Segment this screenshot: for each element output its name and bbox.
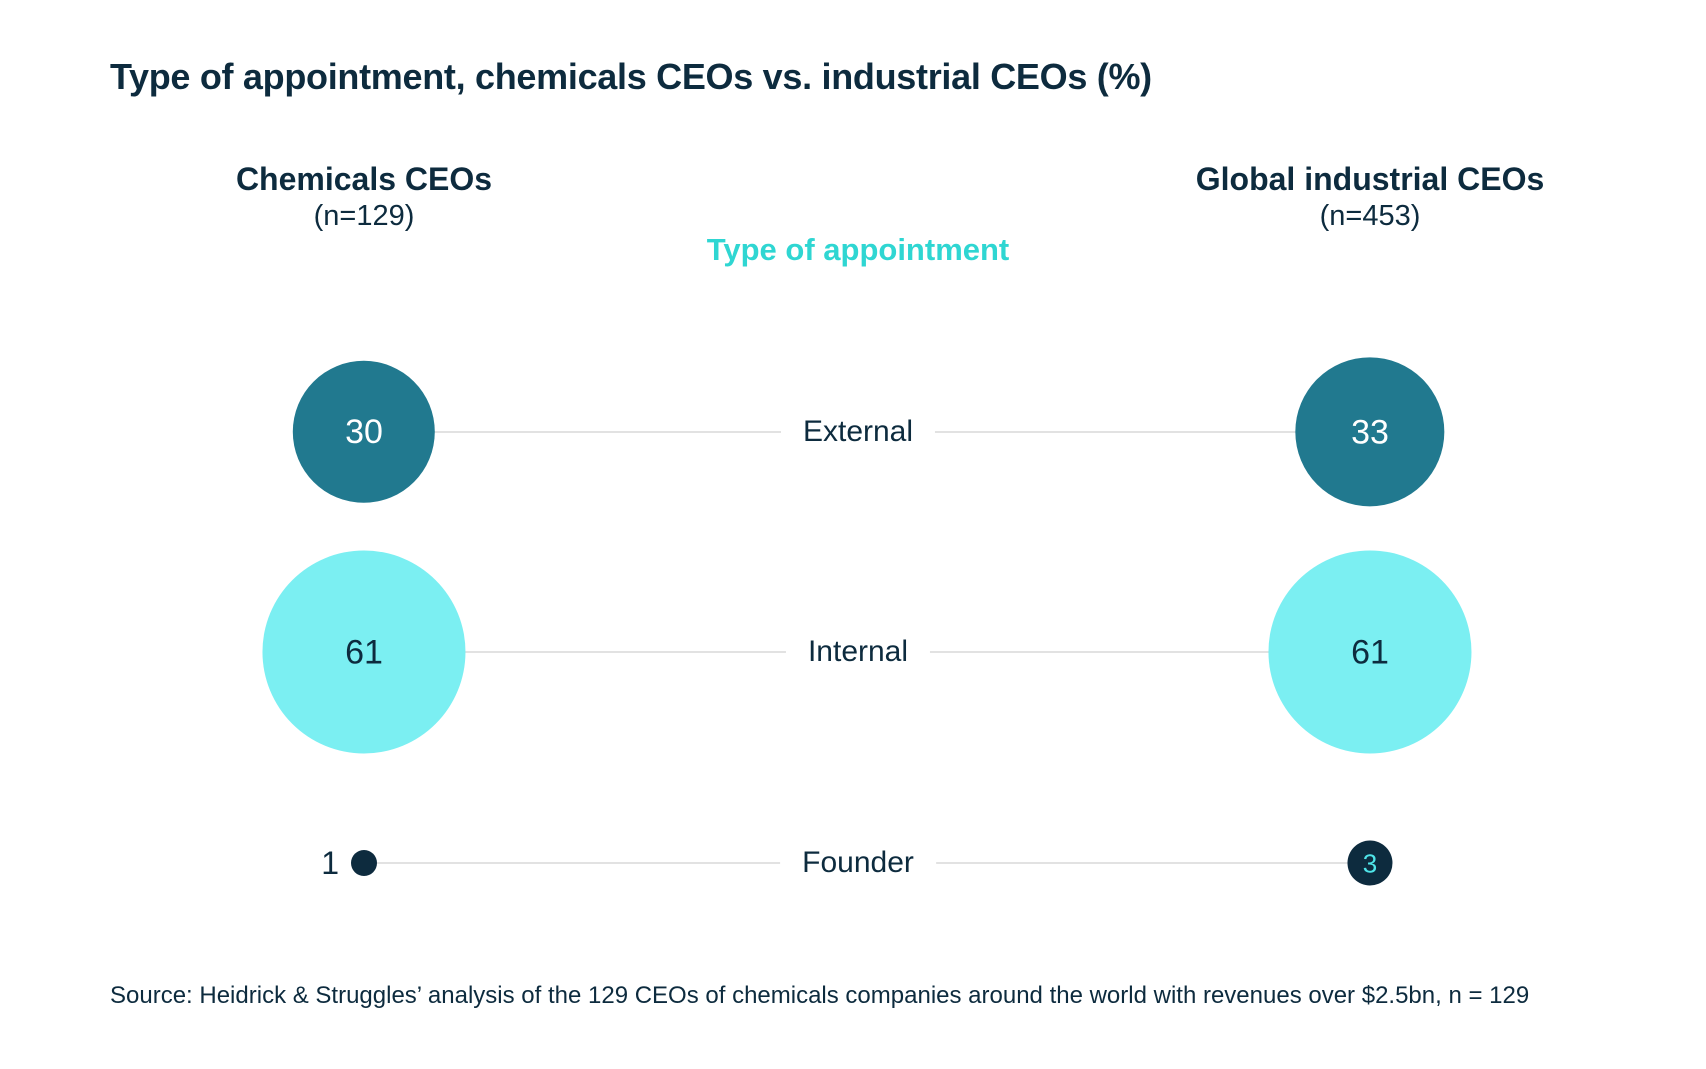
bubble-chemicals-founder — [351, 850, 377, 876]
type-of-appointment-label: Type of appointment — [706, 232, 1010, 267]
row-label-internal: Internal — [785, 631, 931, 673]
column-header-chemicals-title: Chemicals CEOs — [235, 161, 493, 197]
row-label-founder: Founder — [780, 842, 936, 884]
column-header-chemicals: Chemicals CEOs (n=129) — [236, 160, 492, 234]
bubble-value-industrial-founder: 3 — [1362, 848, 1378, 878]
bubble-value-chemicals-founder: 1 — [321, 845, 339, 881]
row-label-external: External — [780, 411, 936, 453]
column-header-chemicals-subtitle: (n=129) — [313, 200, 415, 232]
bubble-value-chemicals-internal: 61 — [345, 633, 383, 671]
column-header-industrial-title: Global industrial CEOs — [1195, 161, 1545, 197]
chart-title: Type of appointment, chemicals CEOs vs. … — [110, 56, 1152, 97]
bubble-industrial-external: 33 — [1295, 357, 1445, 507]
bubble-chemicals-internal: 61 — [262, 550, 466, 754]
bubble-value-industrial-external: 33 — [1351, 413, 1389, 451]
bubble-value-industrial-internal: 61 — [1351, 633, 1389, 671]
bubble-industrial-internal: 61 — [1268, 550, 1472, 754]
column-header-industrial-subtitle: (n=453) — [1319, 200, 1421, 232]
bubble-industrial-founder: 3 — [1347, 840, 1393, 886]
bubble-value-chemicals-external: 30 — [345, 413, 383, 451]
source-note: Source: Heidrick & Struggles’ analysis o… — [110, 982, 1530, 1009]
bubble-chemicals-external: 30 — [292, 360, 436, 504]
column-header-industrial: Global industrial CEOs (n=453) — [1196, 160, 1545, 234]
